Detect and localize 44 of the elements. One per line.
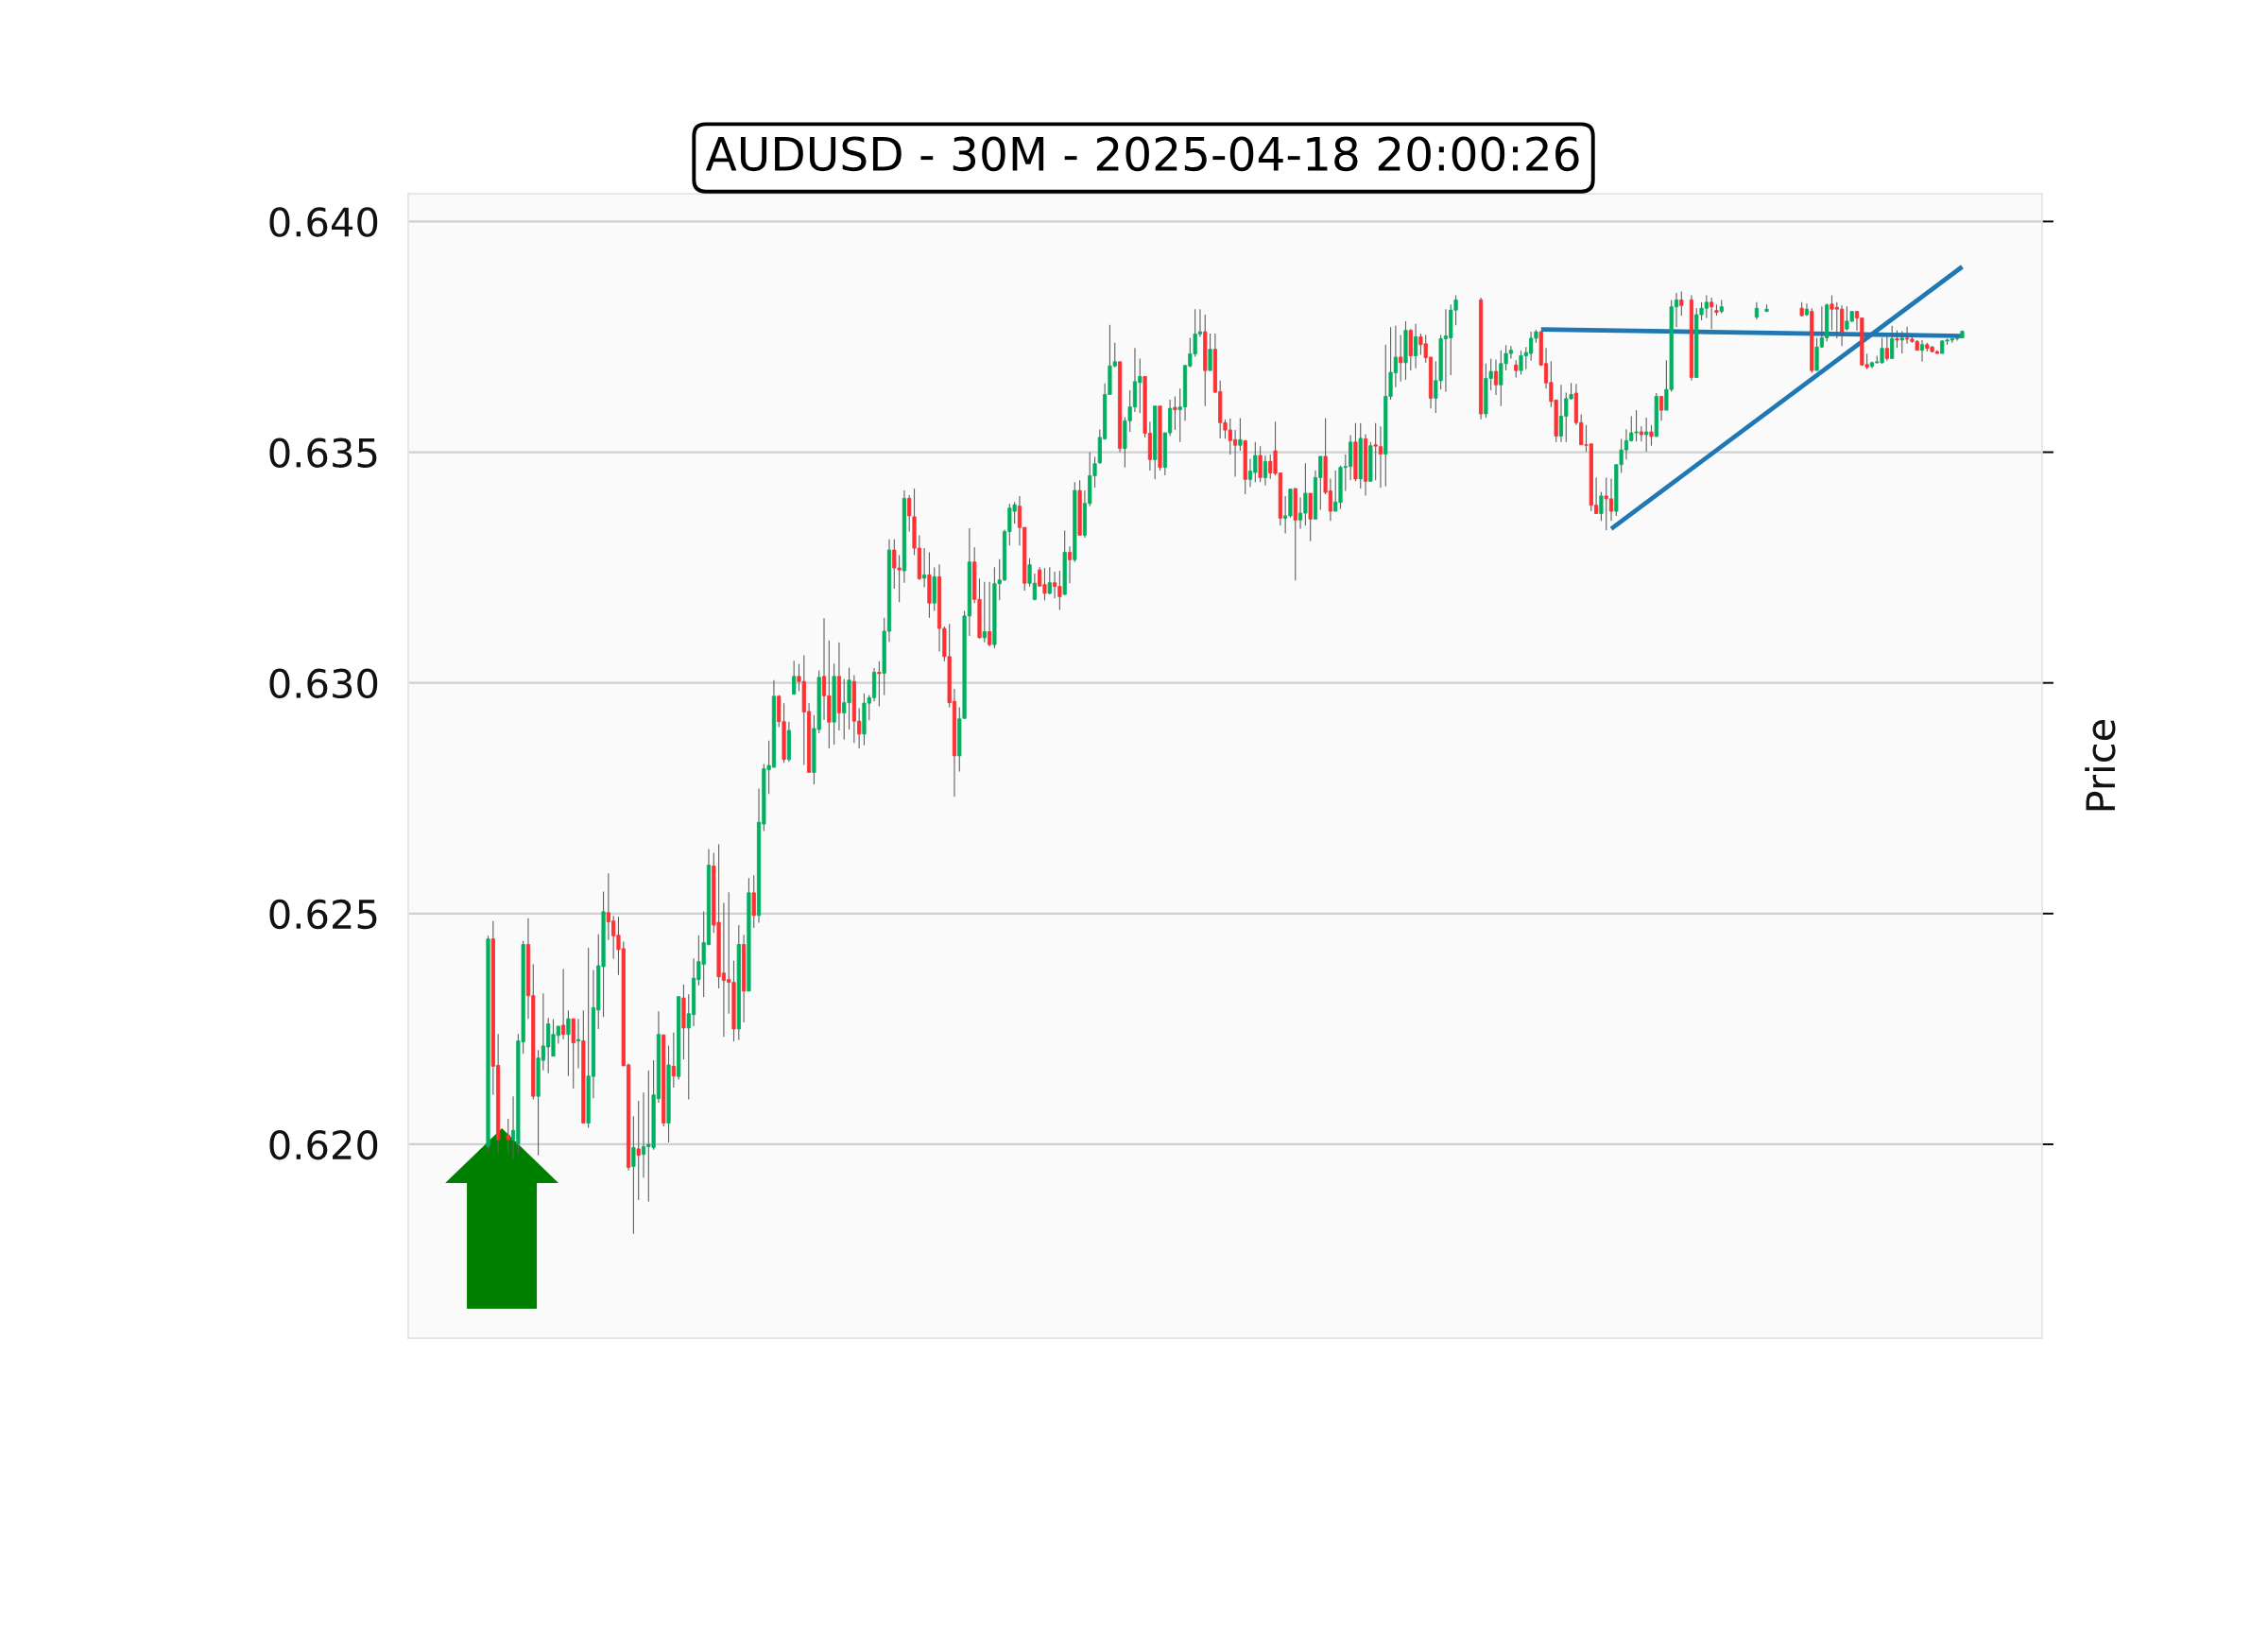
candlestick (1639, 425, 1643, 442)
candlestick (751, 874, 756, 929)
candlestick (671, 1032, 676, 1089)
candlestick (631, 1115, 636, 1235)
candlestick (1263, 455, 1268, 487)
candlestick (1067, 545, 1073, 584)
candlestick (1884, 335, 1889, 362)
y-tick-label: 0.630 (269, 668, 378, 699)
candlestick (982, 581, 987, 643)
candlestick (636, 1100, 641, 1201)
chart-title: AUDUSD - 30M - 2025-04-18 20:00:26 (705, 136, 1579, 172)
y-tick-label: 0.635 (269, 438, 377, 468)
candlestick (1173, 395, 1177, 431)
y-tick-label: 0.640 (269, 207, 378, 237)
candlestick (922, 547, 927, 589)
candlestick (1659, 395, 1664, 421)
candlestick (1399, 334, 1403, 383)
candlestick (1919, 339, 1925, 363)
candlestick (1047, 566, 1052, 595)
candlestick (1895, 330, 1899, 349)
candlestick (1238, 417, 1243, 452)
candlestick (1414, 323, 1418, 369)
candlestick (561, 968, 566, 1040)
candlestick (1599, 490, 1604, 522)
candlestick (877, 661, 882, 708)
candlestick (1754, 301, 1759, 320)
candlestick (1710, 297, 1714, 330)
y-tick-label: 0.620 (269, 1129, 378, 1160)
candlestick (1208, 333, 1212, 371)
candlestick (1493, 358, 1499, 396)
candlestick (1890, 325, 1895, 359)
candlestick (1649, 424, 1654, 447)
candlestick (988, 581, 992, 647)
candlestick (1258, 445, 1263, 483)
candlestick (1644, 417, 1649, 453)
candlestick (566, 1009, 571, 1077)
candlestick (506, 1118, 510, 1155)
y-axis-title: Price (2085, 719, 2116, 811)
candlestick (1679, 291, 1684, 317)
candlestick (576, 1018, 581, 1069)
candlestick (1899, 331, 1904, 354)
candlestick (792, 660, 797, 695)
y-tick-label: 0.625 (269, 899, 377, 930)
candlestick (1514, 359, 1519, 378)
